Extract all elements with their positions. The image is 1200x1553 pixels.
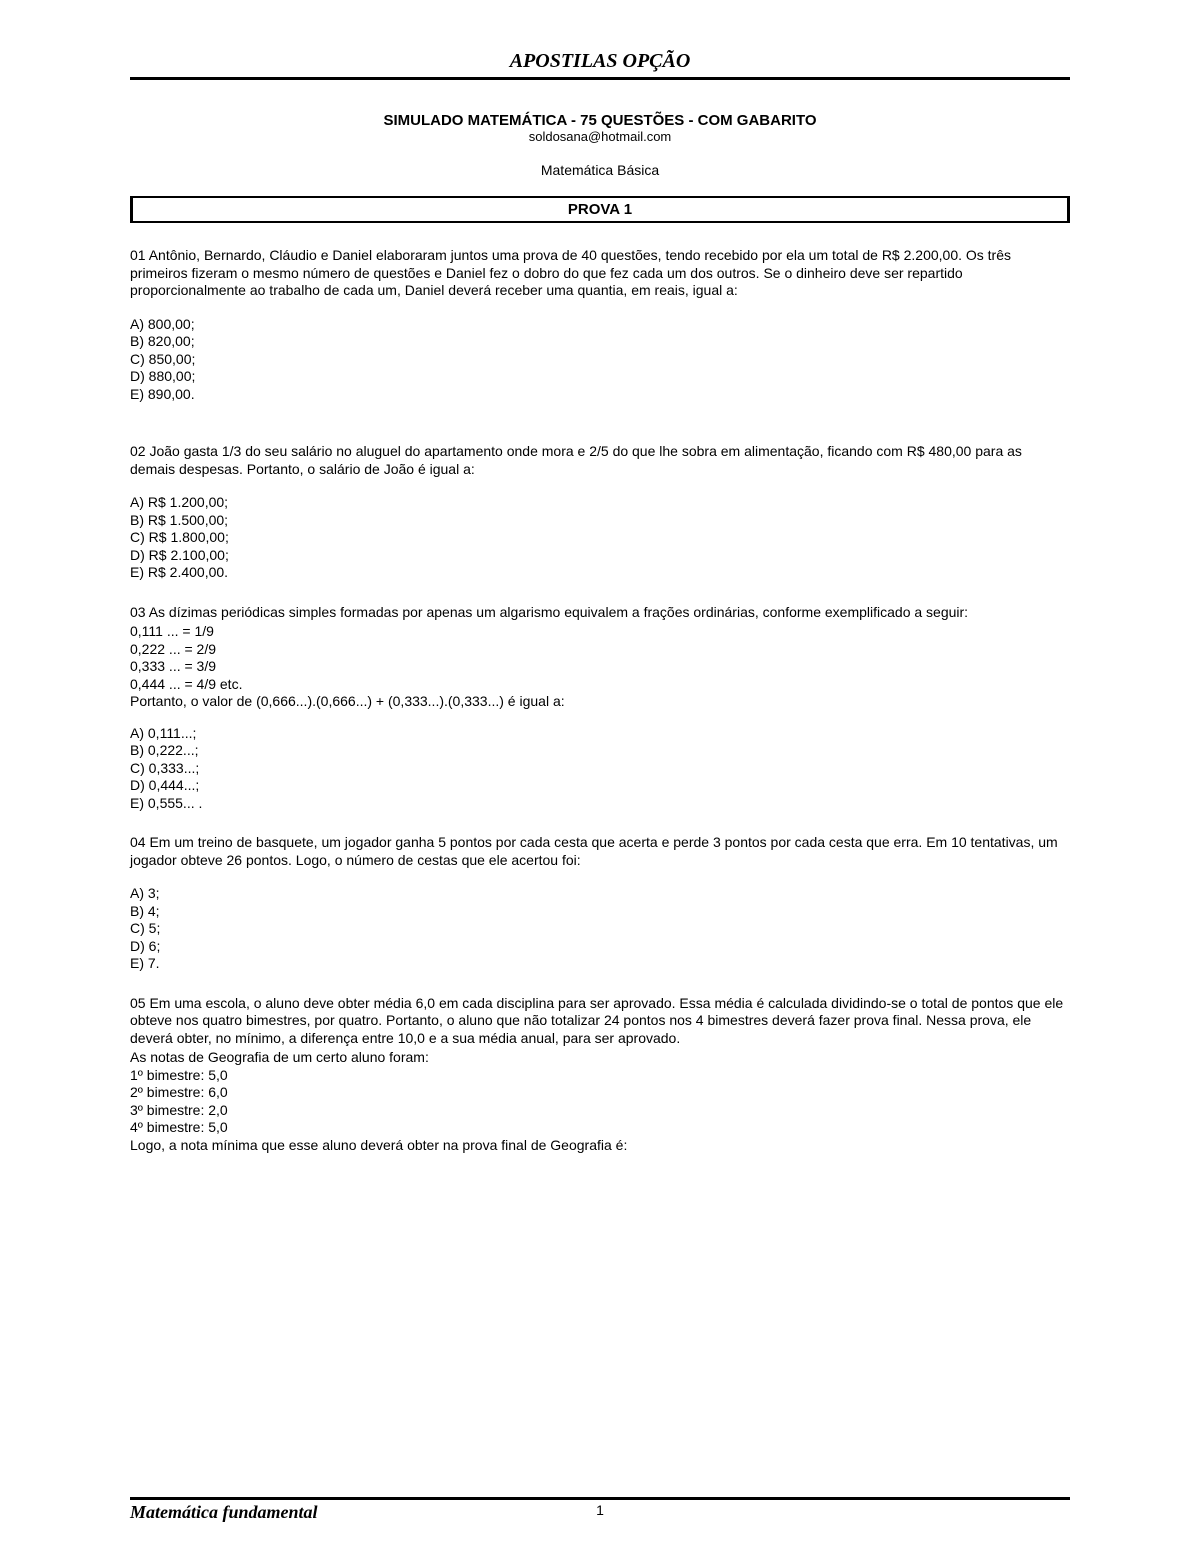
header-rule <box>130 77 1070 80</box>
question-04-option-a: A) 3; <box>130 885 1070 903</box>
question-03: 03 As dízimas periódicas simples formada… <box>130 604 1070 813</box>
question-03-option-d: D) 0,444...; <box>130 777 1070 795</box>
page-footer: Matemática fundamental 1 <box>130 1497 1070 1523</box>
question-01-stem: 01 Antônio, Bernardo, Cláudio e Daniel e… <box>130 247 1070 300</box>
question-02-option-a: A) R$ 1.200,00; <box>130 494 1070 512</box>
question-02-option-c: C) R$ 1.800,00; <box>130 529 1070 547</box>
prova-heading: PROVA 1 <box>130 196 1070 223</box>
question-02-option-e: E) R$ 2.400,00. <box>130 564 1070 582</box>
question-05-line-3: 2º bimestre: 6,0 <box>130 1084 1070 1102</box>
question-01-option-c: C) 850,00; <box>130 351 1070 369</box>
document-title: SIMULADO MATEMÁTICA - 75 QUESTÕES - COM … <box>130 112 1070 129</box>
question-01-option-b: B) 820,00; <box>130 333 1070 351</box>
question-02-stem: 02 João gasta 1/3 do seu salário no alug… <box>130 443 1070 478</box>
question-04: 04 Em um treino de basquete, um jogador … <box>130 834 1070 973</box>
question-03-option-c: C) 0,333...; <box>130 760 1070 778</box>
footer-page-number: 1 <box>596 1502 604 1518</box>
document-subject: Matemática Básica <box>130 162 1070 178</box>
question-05-stem: 05 Em uma escola, o aluno deve obter méd… <box>130 995 1070 1048</box>
question-03-option-a: A) 0,111...; <box>130 725 1070 743</box>
question-04-stem: 04 Em um treino de basquete, um jogador … <box>130 834 1070 869</box>
question-04-option-d: D) 6; <box>130 938 1070 956</box>
question-05: 05 Em uma escola, o aluno deve obter méd… <box>130 995 1070 1155</box>
question-03-line-5: Portanto, o valor de (0,666...).(0,666..… <box>130 693 1070 711</box>
question-01-option-a: A) 800,00; <box>130 316 1070 334</box>
question-04-option-e: E) 7. <box>130 955 1070 973</box>
question-03-line-2: 0,222 ... = 2/9 <box>130 641 1070 659</box>
footer-rule <box>130 1497 1070 1500</box>
question-02-option-b: B) R$ 1.500,00; <box>130 512 1070 530</box>
question-05-line-2: 1º bimestre: 5,0 <box>130 1067 1070 1085</box>
question-05-line-1: As notas de Geografia de um certo aluno … <box>130 1049 1070 1067</box>
question-04-option-b: B) 4; <box>130 903 1070 921</box>
question-05-line-5: 4º bimestre: 5,0 <box>130 1119 1070 1137</box>
question-03-option-b: B) 0,222...; <box>130 742 1070 760</box>
question-02: 02 João gasta 1/3 do seu salário no alug… <box>130 443 1070 582</box>
question-03-option-e: E) 0,555... . <box>130 795 1070 813</box>
document-email: soldosana@hotmail.com <box>130 129 1070 144</box>
question-03-line-3: 0,333 ... = 3/9 <box>130 658 1070 676</box>
question-05-line-6: Logo, a nota mínima que esse aluno dever… <box>130 1137 1070 1155</box>
question-01-option-e: E) 890,00. <box>130 386 1070 404</box>
question-04-option-c: C) 5; <box>130 920 1070 938</box>
page-header-title: APOSTILAS OPÇÃO <box>130 50 1070 77</box>
question-03-line-4: 0,444 ... = 4/9 etc. <box>130 676 1070 694</box>
question-02-option-d: D) R$ 2.100,00; <box>130 547 1070 565</box>
question-03-line-1: 0,111 ... = 1/9 <box>130 623 1070 641</box>
question-03-stem: 03 As dízimas periódicas simples formada… <box>130 604 1070 622</box>
question-01: 01 Antônio, Bernardo, Cláudio e Daniel e… <box>130 247 1070 403</box>
question-01-option-d: D) 880,00; <box>130 368 1070 386</box>
question-05-line-4: 3º bimestre: 2,0 <box>130 1102 1070 1120</box>
